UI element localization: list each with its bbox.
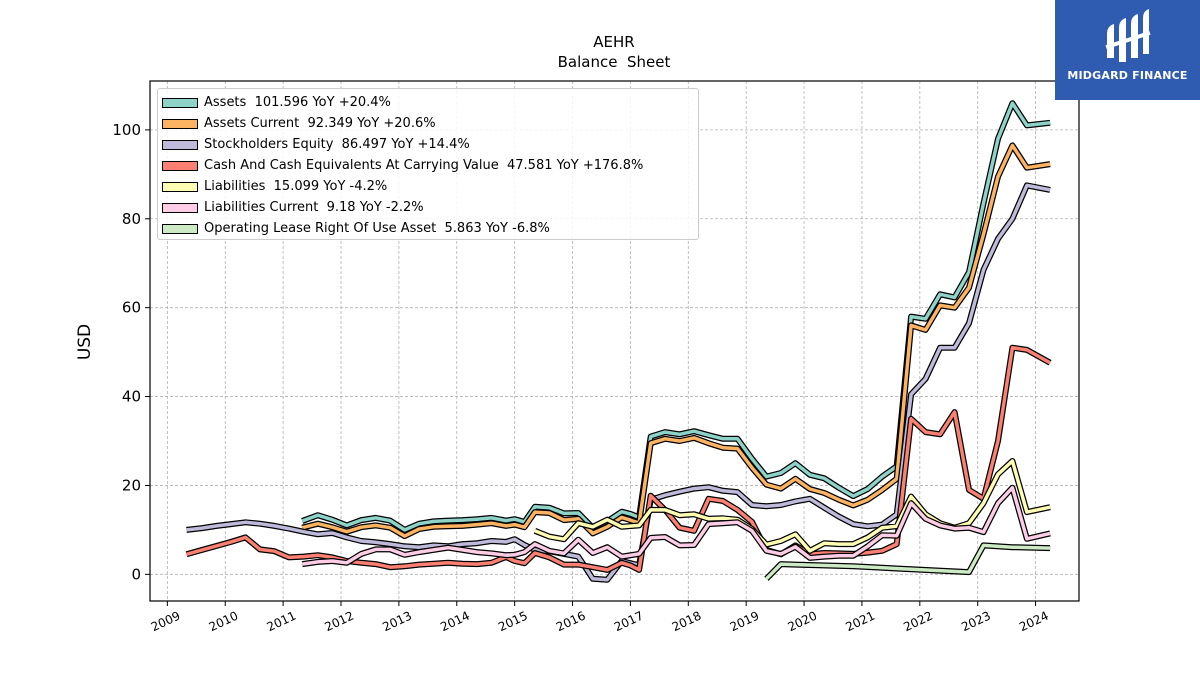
- x-tick-label: 2009: [149, 609, 183, 635]
- x-tick-label: 2014: [438, 609, 472, 635]
- legend-label: Liabilities 15.099 YoY -4.2%: [204, 179, 388, 194]
- legend-entry: Stockholders Equity 86.497 YoY +14.4%: [162, 134, 698, 155]
- y-tick-label: 60: [122, 299, 141, 317]
- x-tick-label: 2019: [728, 609, 762, 635]
- series-line: [765, 543, 1051, 581]
- y-tick-label: 100: [112, 121, 141, 139]
- x-tick-label: 2011: [265, 609, 299, 635]
- brand-name: MIDGARD FINANCE: [1067, 69, 1188, 82]
- legend-entry: Operating Lease Right Of Use Asset 5.863…: [162, 218, 698, 239]
- legend-swatch: [162, 160, 198, 171]
- legend-entry: Assets Current 92.349 YoY +20.6%: [162, 113, 698, 134]
- x-tick-label: 2018: [670, 609, 704, 635]
- x-tick-label: 2013: [380, 609, 414, 635]
- x-tick-label: 2010: [207, 609, 241, 635]
- midgard-logo-icon: [1105, 9, 1151, 62]
- series-line: [186, 345, 1051, 572]
- x-tick-label: 2022: [901, 609, 935, 635]
- plot-frame: [149, 80, 1080, 602]
- legend-label: Assets 101.596 YoY +20.4%: [204, 95, 391, 110]
- series-line: [301, 485, 1051, 566]
- legend-label: Assets Current 92.349 YoY +20.6%: [204, 116, 436, 131]
- y-tick-label: 40: [122, 388, 141, 406]
- chart-legend: Assets 101.596 YoY +20.4% Assets Current …: [157, 88, 699, 240]
- legend-swatch: [162, 223, 198, 234]
- legend-entry: Assets 101.596 YoY +20.4%: [162, 92, 698, 113]
- x-tick-label: 2015: [496, 609, 530, 635]
- y-axis-label: USD: [75, 324, 95, 360]
- chart-subtitle: Balance Sheet: [558, 53, 671, 71]
- x-tick-label: 2021: [843, 609, 877, 635]
- legend-entry: Liabilities 15.099 YoY -4.2%: [162, 176, 698, 197]
- y-tick-label: 20: [122, 476, 141, 494]
- legend-label: Cash And Cash Equivalents At Carrying Va…: [204, 158, 644, 173]
- legend-swatch: [162, 118, 198, 129]
- y-tick-label: 80: [122, 210, 141, 228]
- legend-swatch: [162, 202, 198, 213]
- x-tick-label: 2023: [959, 609, 993, 635]
- x-tick-label: 2012: [323, 609, 357, 635]
- series-line: [301, 101, 1051, 532]
- x-tick-label: 2017: [612, 609, 646, 635]
- series-line: [301, 143, 1051, 538]
- chart-title: AEHR: [593, 33, 634, 51]
- brand-logo: MIDGARD FINANCE: [1055, 0, 1200, 100]
- legend-label: Operating Lease Right Of Use Asset 5.863…: [204, 221, 550, 236]
- legend-label: Liabilities Current 9.18 YoY -2.2%: [204, 200, 424, 215]
- x-tick-label: 2016: [554, 609, 588, 635]
- x-tick-label: 2020: [786, 609, 820, 635]
- legend-entry: Liabilities Current 9.18 YoY -2.2%: [162, 197, 698, 218]
- legend-swatch: [162, 97, 198, 108]
- series-line: [186, 183, 1051, 582]
- series-lines: [185, 100, 1052, 583]
- x-tick-label: 2024: [1017, 609, 1051, 635]
- legend-label: Stockholders Equity 86.497 YoY +14.4%: [204, 137, 470, 152]
- legend-swatch: [162, 181, 198, 192]
- legend-entry: Cash And Cash Equivalents At Carrying Va…: [162, 155, 698, 176]
- y-tick-label: 0: [131, 565, 141, 583]
- series-line: [534, 459, 1051, 553]
- legend-swatch: [162, 139, 198, 150]
